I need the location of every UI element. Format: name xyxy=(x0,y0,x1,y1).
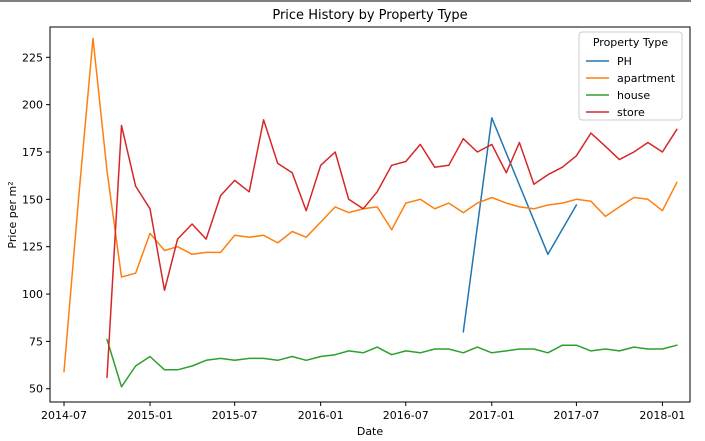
x-tick-label: 2018-01 xyxy=(639,409,685,422)
legend: Property Type PH apartment house store xyxy=(578,31,683,121)
y-axis-label: Price per m² xyxy=(6,181,19,248)
y-tick-label: 225 xyxy=(22,51,43,64)
series-line-ph xyxy=(462,117,578,333)
y-tick-label: 50 xyxy=(29,383,43,396)
chart-title: Price History by Property Type xyxy=(272,8,467,23)
series-line-house xyxy=(106,338,678,388)
x-tick-label: 2017-01 xyxy=(469,409,515,422)
legend-label-store: store xyxy=(617,106,645,119)
y-tick-label: 75 xyxy=(29,335,43,348)
x-tick-label: 2016-01 xyxy=(298,409,344,422)
y-tick-label: 100 xyxy=(22,288,43,301)
legend-label-house: house xyxy=(617,89,650,102)
legend-label-apartment: apartment xyxy=(617,72,676,85)
plot-area: 2014-07 2015-01 2015-07 2016-01 2016-07 2017-… xyxy=(22,26,691,422)
y-tick-label: 150 xyxy=(22,193,43,206)
x-tick-label: 2016-07 xyxy=(383,409,429,422)
axes-frame xyxy=(49,26,691,403)
y-tick-label: 200 xyxy=(22,99,43,112)
y-tick-label: 125 xyxy=(22,241,43,254)
series-line-apartment xyxy=(63,37,678,373)
legend-title: Property Type xyxy=(593,36,669,49)
legend-label-ph: PH xyxy=(617,55,632,68)
x-tick-label: 2015-07 xyxy=(212,409,258,422)
series-line-store xyxy=(106,119,678,379)
x-tick-label: 2014-07 xyxy=(41,409,87,422)
x-axis-label: Date xyxy=(357,425,384,438)
y-tick-label: 175 xyxy=(22,146,43,159)
x-tick-label: 2015-01 xyxy=(127,409,173,422)
x-tick-label: 2017-07 xyxy=(553,409,599,422)
legend-box xyxy=(578,31,683,121)
